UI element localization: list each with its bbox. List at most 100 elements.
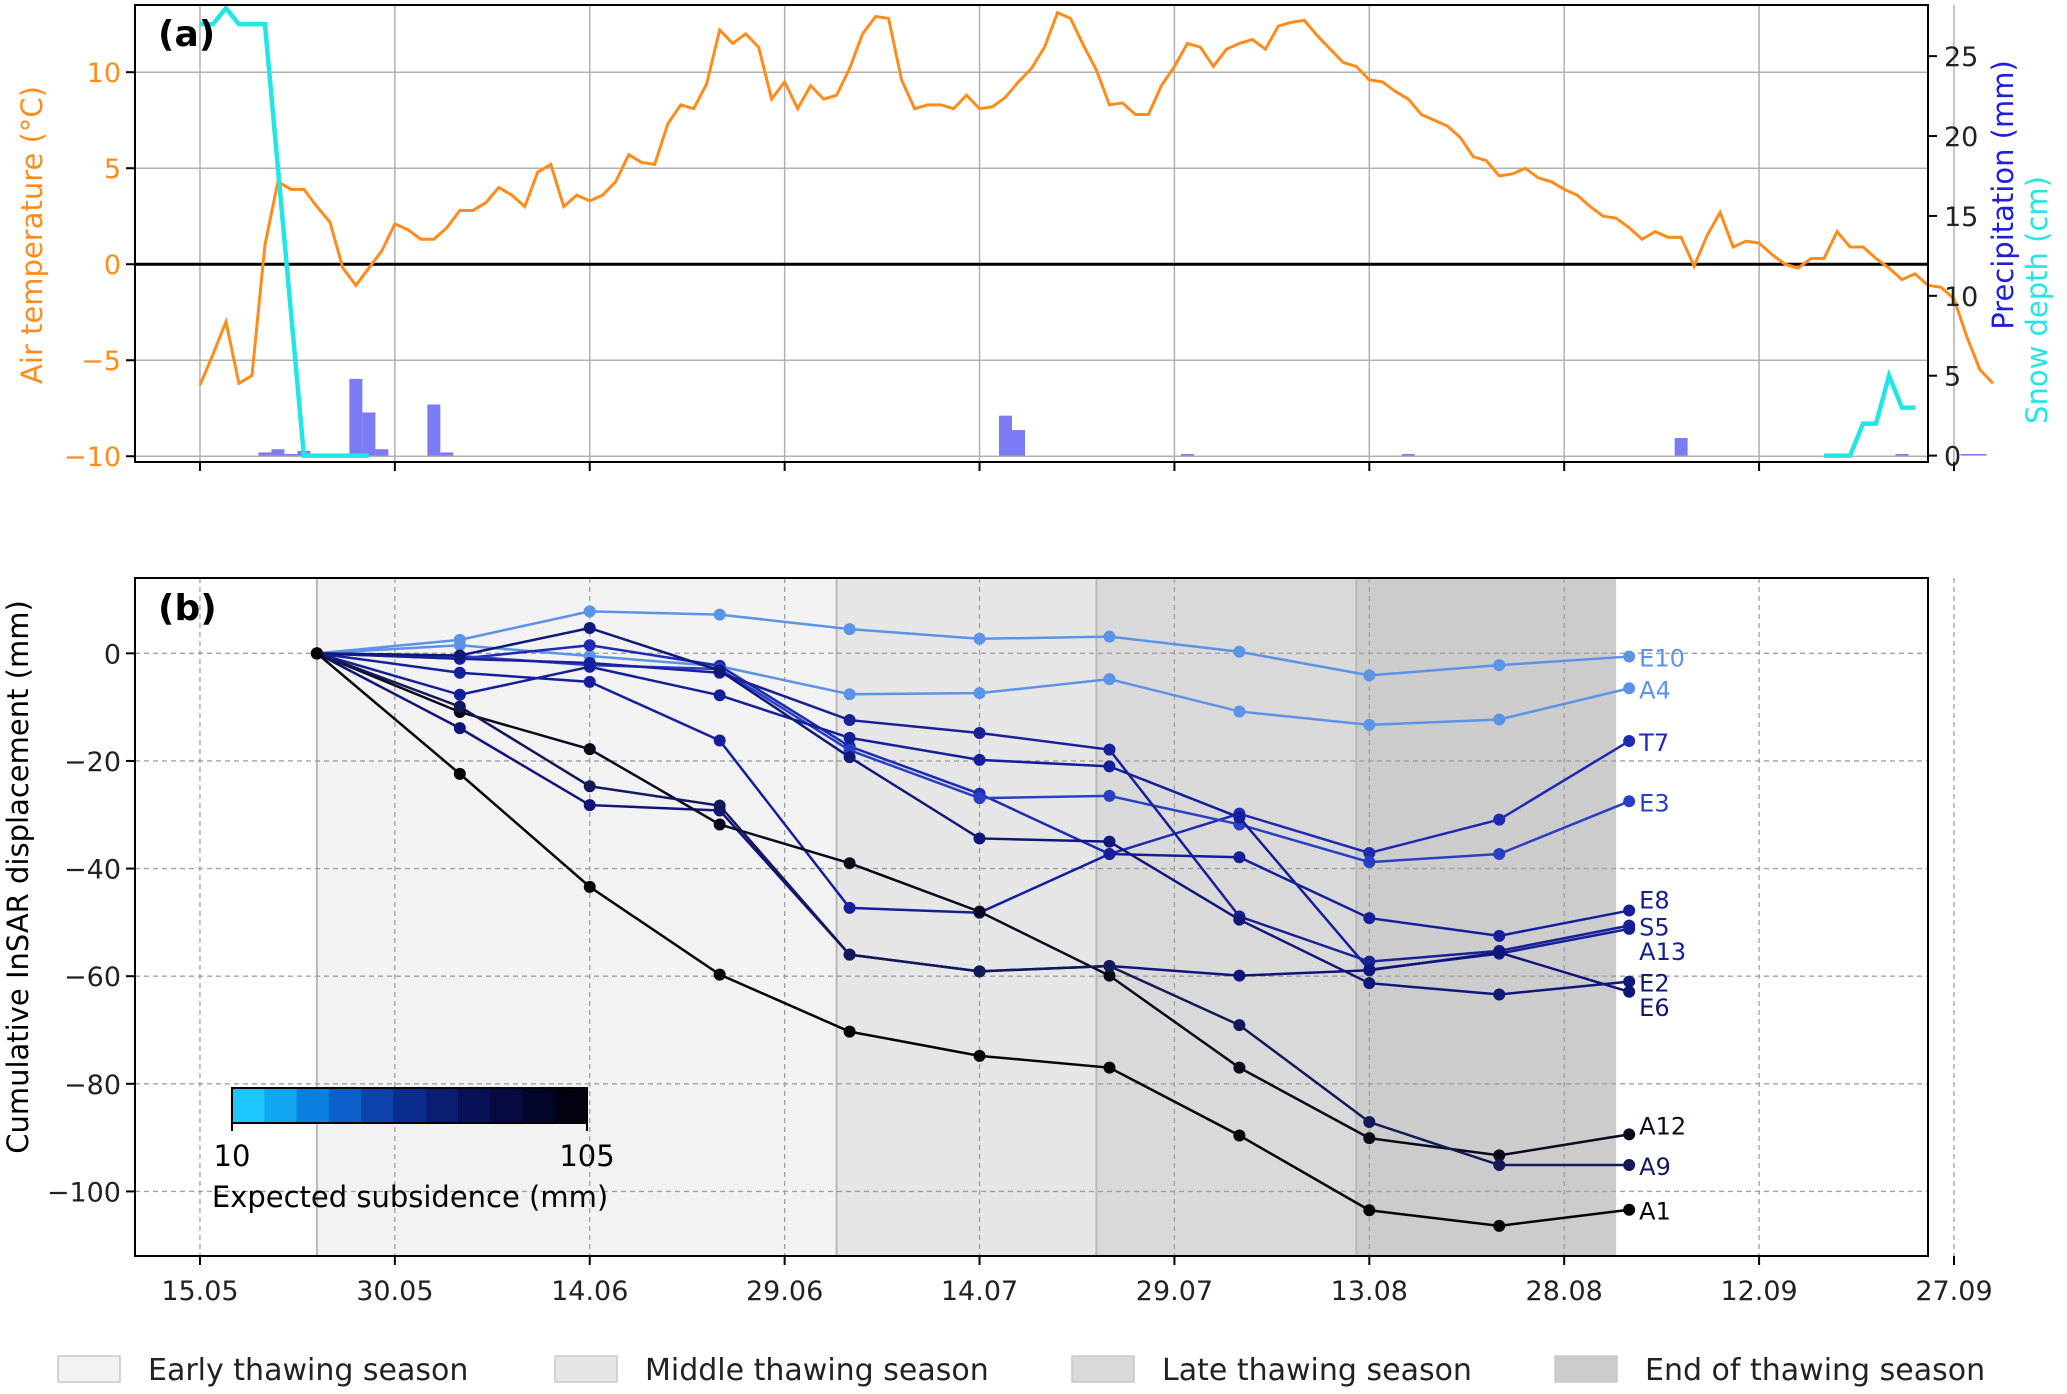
series-point xyxy=(1623,650,1636,663)
precipitation-tick-label: 25 xyxy=(1944,42,1978,73)
series-point xyxy=(1103,760,1116,773)
series-point xyxy=(843,901,856,914)
season-shading xyxy=(315,578,1617,1256)
colorbar-cell xyxy=(232,1088,265,1123)
precipitation-bar xyxy=(999,415,1013,456)
series-point xyxy=(453,722,466,735)
series-label-e3: E3 xyxy=(1639,789,1669,817)
series-point xyxy=(973,726,986,739)
series-label-a9: A9 xyxy=(1639,1153,1671,1181)
series-point xyxy=(1363,846,1376,859)
colorbar-gradient xyxy=(232,1088,588,1123)
precipitation-bar xyxy=(427,404,441,456)
series-point xyxy=(843,688,856,701)
series-point xyxy=(583,780,596,793)
series-point xyxy=(1623,975,1636,988)
legend-label: Middle thawing season xyxy=(645,1353,989,1388)
series-point xyxy=(1103,959,1116,972)
series-point xyxy=(1493,659,1506,672)
series-point xyxy=(973,905,986,918)
series-point xyxy=(453,649,466,662)
series-point xyxy=(1363,718,1376,731)
date-tick-label: 12.09 xyxy=(1720,1276,1797,1307)
series-point xyxy=(843,731,856,744)
series-point xyxy=(1493,1219,1506,1232)
series-point xyxy=(713,799,726,812)
date-tick-label: 30.05 xyxy=(356,1276,433,1307)
legend-swatch xyxy=(1071,1355,1135,1383)
series-label-a12: A12 xyxy=(1639,1112,1686,1140)
series-point xyxy=(973,753,986,766)
precipitation-tick-label: 0 xyxy=(1944,442,1961,473)
series-point xyxy=(1493,929,1506,942)
panel-a-x-ticks xyxy=(198,462,1955,471)
precipitation-bar xyxy=(1895,454,1909,456)
series-point xyxy=(1493,1159,1506,1172)
series-point xyxy=(1233,969,1246,982)
series-point xyxy=(1623,795,1636,808)
series-point xyxy=(713,818,726,831)
legend-label: Early thawing season xyxy=(148,1353,468,1388)
legend-swatch xyxy=(1554,1355,1618,1383)
series-point xyxy=(1233,705,1246,718)
series-point xyxy=(453,666,466,679)
displacement-series xyxy=(310,605,1636,1232)
panel-a-right-ticks: 0 5 10 15 20 25 xyxy=(1928,42,1978,473)
snow-depth-axis-label: Snow depth (cm) xyxy=(2020,176,2054,424)
series-point xyxy=(1103,848,1116,861)
series-point xyxy=(1103,969,1116,982)
series-label-e2: E2 xyxy=(1639,970,1669,998)
series-point xyxy=(1493,988,1506,1001)
series-point xyxy=(453,639,466,652)
series-point xyxy=(1363,1132,1376,1145)
series-point xyxy=(583,799,596,812)
displacement-tick-label: −80 xyxy=(64,1070,121,1101)
date-tick-label: 29.07 xyxy=(1136,1276,1213,1307)
series-point xyxy=(1493,848,1506,861)
series-point xyxy=(1363,1116,1376,1129)
precipitation-bar xyxy=(1012,430,1026,456)
season-band xyxy=(836,578,1097,1256)
colorbar-cell xyxy=(554,1088,588,1123)
temperature-tick-label: −5 xyxy=(81,346,121,377)
colorbar: 10 105 Expected subsidence (mm) xyxy=(212,1087,615,1214)
panel-a-label: (a) xyxy=(158,14,215,55)
precipitation-bar xyxy=(1674,438,1688,456)
legend-label: Late thawing season xyxy=(1162,1353,1472,1388)
date-tick-label: 27.09 xyxy=(1915,1276,1992,1307)
series-point xyxy=(1233,1019,1246,1032)
temperature-tick-label: 5 xyxy=(104,154,121,185)
series-point xyxy=(583,605,596,618)
series-point xyxy=(583,880,596,893)
series-label-a13: A13 xyxy=(1639,938,1686,966)
date-tick-label: 14.06 xyxy=(551,1276,628,1307)
series-point xyxy=(713,689,726,702)
series-point xyxy=(583,743,596,756)
series-point xyxy=(1623,735,1636,748)
temperature-axis-label: Air temperature (°C) xyxy=(15,86,49,384)
series-point xyxy=(973,792,986,805)
series-point xyxy=(1363,912,1376,925)
precipitation-bar xyxy=(258,452,272,456)
temperature-line xyxy=(198,10,1995,386)
precipitation-tick-label: 5 xyxy=(1944,362,1961,393)
displacement-tick-label: −40 xyxy=(64,855,121,886)
colorbar-title: Expected subsidence (mm) xyxy=(212,1180,608,1214)
date-tick-label: 14.07 xyxy=(941,1276,1018,1307)
colorbar-cell xyxy=(296,1088,330,1123)
series-point xyxy=(1103,743,1116,756)
temperature-tick-label: 0 xyxy=(104,250,121,281)
series-point xyxy=(1623,904,1636,917)
displacement-tick-label: −100 xyxy=(47,1177,121,1208)
panel-a-frame xyxy=(134,4,1929,463)
series-point xyxy=(843,623,856,636)
series-point xyxy=(1363,669,1376,682)
series-point xyxy=(1233,913,1246,926)
panel-b-x-ticks: 15.05 30.05 14.06 29.06 14.07 29.07 13.08 28.08… xyxy=(161,1256,1993,1307)
legend-swatch xyxy=(554,1355,618,1383)
temperature-tick-label: 10 xyxy=(87,58,121,89)
series-point xyxy=(1493,713,1506,726)
series-point xyxy=(1233,851,1246,864)
